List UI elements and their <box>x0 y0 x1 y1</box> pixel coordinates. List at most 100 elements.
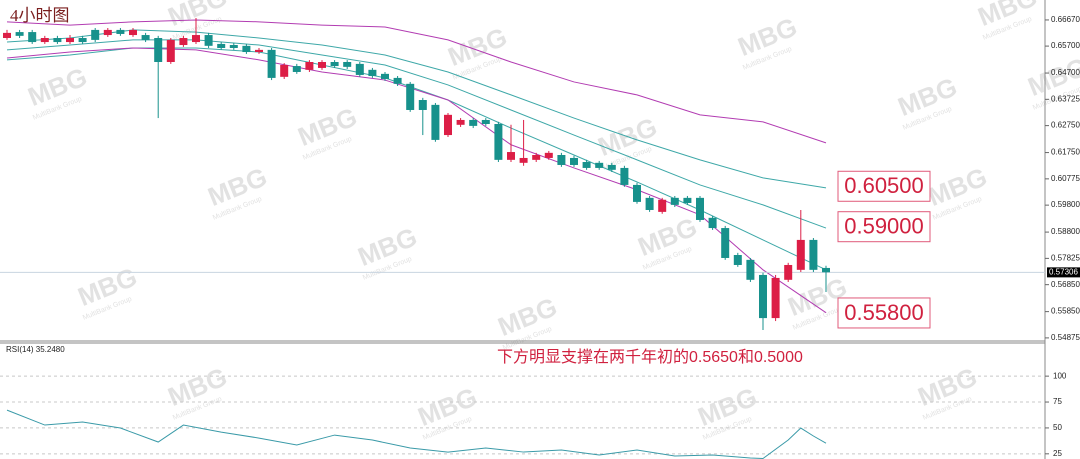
level-label: 0.55800 <box>844 300 924 325</box>
candle-body <box>406 83 415 110</box>
rsi-line <box>6 409 827 459</box>
y-tick-label: 25 <box>1053 449 1062 458</box>
candle-body <box>242 45 251 53</box>
y-tick-label: 50 <box>1053 423 1062 432</box>
candle-body <box>381 73 389 79</box>
candle-body <box>280 64 289 77</box>
candle-body <box>620 167 629 185</box>
candle-body <box>683 197 692 203</box>
level-label: 0.60500 <box>844 173 924 198</box>
candle-body <box>204 35 213 46</box>
candle-body <box>267 49 276 78</box>
rsi-title: RSI(14) 35.2480 <box>6 345 65 354</box>
candle-body <box>696 197 704 220</box>
level-box <box>837 170 931 202</box>
y-tick-label: 0.58800 <box>1051 227 1080 236</box>
candle-body <box>670 197 679 205</box>
candle-body <box>494 124 503 160</box>
candle-body <box>532 155 541 160</box>
candle-body <box>746 259 755 280</box>
y-tick-label: 0.61750 <box>1051 148 1080 157</box>
candle-body <box>708 217 717 229</box>
y-tick-label: 0.62750 <box>1051 121 1080 130</box>
last-price-box <box>1047 267 1080 278</box>
last-price-label: 0.57306 <box>1049 267 1078 276</box>
candle-body <box>179 38 188 46</box>
y-tick-label: 100 <box>1053 371 1067 380</box>
candle-body <box>759 274 767 319</box>
candle-body <box>154 38 163 62</box>
candle-body <box>607 164 616 170</box>
candle-body <box>255 49 263 53</box>
candle-body <box>469 119 478 126</box>
y-tick-label: 0.63725 <box>1051 94 1080 103</box>
candle-body <box>658 199 667 212</box>
candle-body <box>355 63 364 75</box>
candle-body <box>431 104 440 140</box>
y-tick-label: 0.66670 <box>1051 15 1080 24</box>
price-panel: 0.66670 0.65700 0.64700 0.63725 0.62750 0.617… <box>0 15 1080 342</box>
candle-body <box>507 152 515 160</box>
candle-body <box>645 197 654 210</box>
candle-body <box>557 155 566 165</box>
candle-body <box>519 157 528 163</box>
candle-body <box>721 228 730 258</box>
candle-body <box>91 29 100 40</box>
candle-body <box>343 62 352 67</box>
y-tick-label: 0.60775 <box>1051 174 1080 183</box>
candle-body <box>796 239 805 270</box>
candle-body <box>217 43 226 48</box>
candle-body <box>103 29 112 36</box>
y-tick-label: 0.59800 <box>1051 200 1080 209</box>
annotation: 下方明显支撑在两千年初的0.5650和0.5000 <box>497 348 803 366</box>
band-line <box>6 19 827 144</box>
level-box <box>837 297 931 329</box>
candle-body <box>595 162 604 168</box>
y-tick-label: 0.65700 <box>1051 41 1080 50</box>
candle-body <box>40 38 49 43</box>
candle-body <box>570 157 578 165</box>
candle-body <box>318 62 326 68</box>
candle-body <box>129 29 137 36</box>
candle-body <box>3 32 11 39</box>
candle-body <box>53 38 62 43</box>
candle-body <box>368 69 377 77</box>
candle-body <box>444 114 452 136</box>
band-line <box>6 47 827 314</box>
level-box <box>837 211 931 243</box>
y-tick-label: 0.56850 <box>1051 280 1080 289</box>
candle-body <box>192 35 200 43</box>
candle-body <box>229 45 238 48</box>
candle-body <box>305 62 314 70</box>
candle-body <box>809 239 818 270</box>
candle-body <box>456 119 465 125</box>
candle-body <box>28 32 37 43</box>
candle-body <box>15 32 24 36</box>
rsi-panel: 100 75 50 25 <box>0 371 1067 459</box>
candle-body <box>66 38 74 43</box>
level-label: 0.59000 <box>844 214 924 239</box>
candle-body <box>544 152 553 158</box>
candle-body <box>166 39 175 62</box>
y-tick-label: 75 <box>1053 397 1062 406</box>
candle-body <box>393 77 402 84</box>
candle-body <box>481 119 490 124</box>
candle-body <box>771 277 780 319</box>
y-tick-label: 0.55850 <box>1051 307 1080 316</box>
candle-body <box>116 29 125 34</box>
candle-body <box>633 184 641 202</box>
candle-body <box>733 255 742 265</box>
y-tick-label: 0.57825 <box>1051 253 1080 262</box>
candle-body <box>418 100 427 110</box>
y-tick-label: 0.64700 <box>1051 68 1080 77</box>
candle-body <box>822 267 830 273</box>
candle-body <box>78 38 87 43</box>
candle-body <box>292 66 301 72</box>
candle-body <box>330 62 339 67</box>
candle-body <box>582 162 591 168</box>
candle-body <box>141 35 150 40</box>
chart-title: 4小时图 <box>10 6 70 25</box>
candle-body <box>784 264 793 280</box>
band-line <box>6 29 827 189</box>
